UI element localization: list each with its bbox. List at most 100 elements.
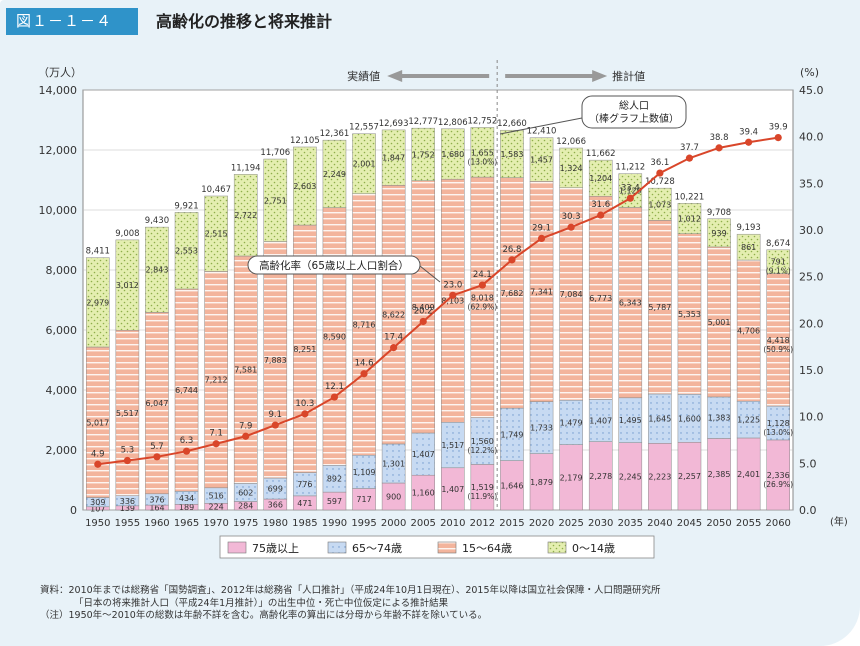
aging-rate-callout-leader bbox=[419, 265, 441, 283]
segment-value-label: 6,047 bbox=[146, 399, 169, 408]
aging-rate-point bbox=[508, 256, 516, 264]
segment-value-label: 4,706 bbox=[737, 327, 760, 336]
x-tick-label: 2060 bbox=[765, 518, 790, 529]
actual-arrow bbox=[387, 70, 490, 82]
segment-value-label: 2,278 bbox=[589, 472, 612, 481]
legend-swatch bbox=[437, 541, 457, 554]
aging-rate-callout-box bbox=[247, 255, 421, 275]
aging-rate-point bbox=[715, 144, 723, 152]
segment-value-label: 2,603 bbox=[293, 182, 316, 191]
segment-value-label: 1,407 bbox=[589, 417, 612, 426]
left-tick-label: 12,000 bbox=[39, 144, 78, 157]
segment-value-label: 8,251 bbox=[293, 345, 316, 354]
right-tick-label: 5.0 bbox=[799, 457, 817, 470]
segment-value-label: 1,879 bbox=[530, 478, 553, 487]
total-label: 11,662 bbox=[586, 149, 616, 159]
total-label: 12,105 bbox=[290, 136, 320, 146]
aging-rate-label: 6.3 bbox=[180, 436, 194, 446]
segment-value-label: 791 bbox=[771, 258, 786, 267]
x-tick-label: 2010 bbox=[440, 518, 465, 529]
x-tick-label: 1950 bbox=[85, 518, 110, 529]
segment-value-label: 1,160 bbox=[412, 489, 435, 498]
segment-value-label: 434 bbox=[179, 494, 194, 503]
segment-value-label: 7,341 bbox=[530, 288, 553, 297]
segment-value-label: 1,225 bbox=[737, 416, 760, 425]
total-label: 9,008 bbox=[115, 229, 139, 239]
aging-rate-callout-text: 高齢化率（65歳以上人口割合） bbox=[259, 259, 409, 272]
segment-value-label: 3,012 bbox=[116, 281, 139, 290]
aging-rate-label: 17.4 bbox=[384, 333, 403, 343]
x-tick-label: 1995 bbox=[351, 518, 376, 529]
x-tick-label: 2025 bbox=[558, 518, 583, 529]
segment-value-label: 336 bbox=[120, 497, 135, 506]
right-tick-label: 0.0 bbox=[799, 504, 817, 517]
share-label: (26.9%) bbox=[763, 480, 793, 489]
aging-rate-point bbox=[330, 393, 339, 401]
segment-value-label: 1,752 bbox=[412, 150, 435, 159]
segment-value-label: 2,257 bbox=[678, 472, 701, 481]
segment-value-label: 892 bbox=[327, 475, 342, 484]
total-label: 12,410 bbox=[527, 127, 557, 137]
aging-rate-label: 14.6 bbox=[355, 359, 374, 369]
total-label: 10,467 bbox=[201, 185, 231, 195]
share-label: (50.9%) bbox=[763, 345, 793, 354]
segment-value-label: 861 bbox=[741, 243, 756, 252]
legend-label: 65～74歳 bbox=[352, 542, 402, 555]
segment-value-label: 164 bbox=[149, 504, 164, 513]
segment-value-label: 1,600 bbox=[678, 414, 701, 423]
segment-value-label: 2,249 bbox=[323, 170, 346, 179]
bar-0-14 bbox=[470, 127, 495, 178]
aging-rate-point bbox=[301, 410, 309, 418]
x-tick-label: 1985 bbox=[292, 518, 317, 529]
segment-value-label: 939 bbox=[711, 229, 726, 238]
total-label: 12,361 bbox=[320, 129, 350, 139]
aging-rate-point bbox=[182, 447, 191, 455]
total-label: 12,066 bbox=[556, 137, 586, 147]
aging-rate-point bbox=[478, 281, 486, 289]
segment-value-label: 6,343 bbox=[619, 299, 642, 308]
bar-0-14 bbox=[529, 137, 554, 182]
aging-rate-point bbox=[774, 134, 782, 142]
x-tick-label: 2030 bbox=[588, 518, 613, 529]
segment-value-label: 2,979 bbox=[86, 298, 109, 307]
segment-value-label: 5,017 bbox=[86, 418, 109, 427]
segment-value-label: 1,645 bbox=[648, 415, 671, 424]
segment-value-label: 2,223 bbox=[648, 473, 671, 482]
segment-value-label: 1,495 bbox=[619, 416, 642, 425]
segment-value-label: 2,515 bbox=[205, 230, 228, 239]
aging-rate-point bbox=[153, 453, 161, 461]
bar-0-14 bbox=[263, 158, 288, 242]
segment-value-label: 5,001 bbox=[708, 318, 731, 327]
figure-title: 高齢化の推移と将来推計 bbox=[156, 12, 333, 31]
aging-rate-point bbox=[597, 211, 605, 219]
segment-value-label: 1,128 bbox=[767, 419, 790, 428]
segment-value-label: 1,301 bbox=[382, 459, 405, 468]
right-tick-label: 20.0 bbox=[799, 317, 824, 330]
segment-value-label: 1,646 bbox=[501, 481, 524, 490]
segment-value-label: 1,680 bbox=[441, 150, 464, 159]
total-callout-line2: （棒グラフ上数値） bbox=[589, 112, 679, 125]
aging-rate-label: 30.3 bbox=[562, 212, 581, 222]
segment-value-label: 107 bbox=[90, 504, 105, 513]
total-callout-leader bbox=[499, 117, 583, 135]
segment-value-label: 2,722 bbox=[234, 211, 257, 220]
segment-value-label: 1,560 bbox=[471, 437, 494, 446]
total-label: 10,728 bbox=[645, 177, 675, 187]
segment-value-label: 776 bbox=[297, 480, 312, 489]
left-tick-label: 0 bbox=[70, 504, 77, 517]
segment-value-label: 2,553 bbox=[175, 247, 198, 256]
segment-value-label: 189 bbox=[179, 503, 194, 512]
bar-0-14 bbox=[115, 239, 140, 331]
right-tick-label: 45.0 bbox=[799, 84, 824, 97]
aging-rate-label: 24.1 bbox=[473, 270, 492, 280]
aging-rate-label: 39.4 bbox=[739, 127, 758, 137]
segment-value-label: 284 bbox=[238, 502, 253, 511]
segment-value-label: 8,409 bbox=[412, 303, 435, 312]
right-tick-label: 40.0 bbox=[799, 131, 824, 144]
total-label: 9,193 bbox=[736, 223, 760, 233]
aging-rate-point bbox=[626, 194, 634, 202]
aging-rate-point bbox=[685, 154, 694, 162]
x-tick-label: 2040 bbox=[647, 518, 672, 529]
total-label: 8,411 bbox=[86, 247, 110, 257]
